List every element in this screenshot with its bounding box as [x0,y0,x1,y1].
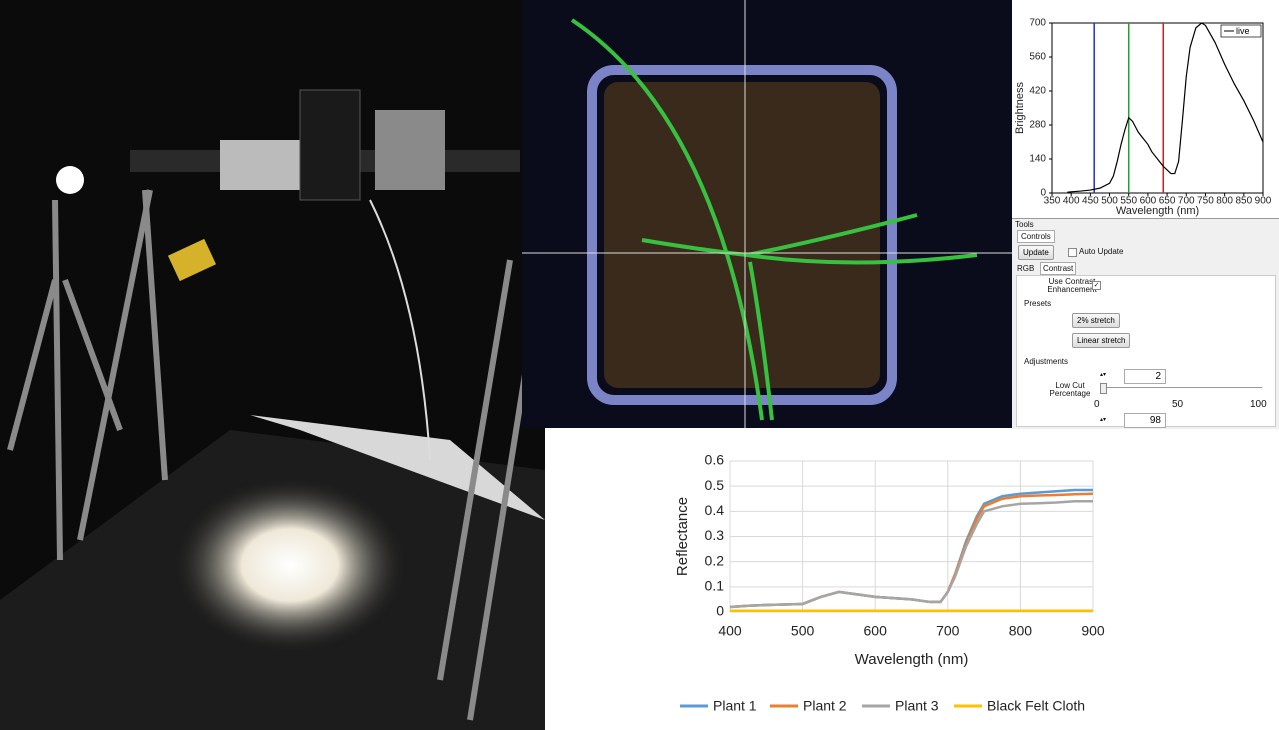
slider-tick: 100 [1250,399,1267,410]
low-cut-input[interactable]: 2 [1124,369,1166,384]
slider-thumb[interactable] [1100,383,1107,394]
hyperspectral-image [522,0,1012,428]
checkbox[interactable] [1068,248,1077,257]
spinner[interactable]: ▴▾ [1100,371,1106,378]
y-tick-label: 0.3 [705,527,725,543]
y-tick-label: 140 [1029,154,1046,165]
x-tick-label: 850 [1235,196,1252,207]
y-tick-label: 280 [1029,120,1046,131]
y-tick-label: 420 [1029,86,1046,97]
label: Low Cut Percentage [1042,382,1098,398]
tab[interactable]: RGB [1017,264,1034,273]
legend-label: Black Felt Cloth [987,698,1085,714]
x-tick-label: 900 [1081,623,1105,639]
y-tick-label: 0.1 [705,578,725,594]
legend-label: Plant 1 [713,698,757,714]
page: {"chart_data":[ {"type":"line","x_label"… [0,0,1279,730]
spinner[interactable]: ▴▾ [1100,416,1106,423]
checkbox[interactable]: ✓ [1092,281,1101,290]
x-axis-label: Wavelength (nm) [855,651,969,668]
y-axis-label: Brightness [1014,82,1026,134]
high-cut-input[interactable]: 98 [1124,413,1166,428]
data-line [1067,23,1263,192]
y-tick-label: 0.5 [705,477,725,493]
y-axis-label: Reflectance [674,497,691,576]
panel-title: Tools [1015,220,1034,229]
slider-tick: 0 [1094,399,1100,410]
checkbox-label: Auto Update [1079,247,1123,256]
legend-label: Plant 3 [895,698,939,714]
section-label: Adjustments [1024,357,1068,366]
tools-panel: Tools Controls Update Auto Update RGB Co… [1012,218,1279,429]
legend-label: live [1236,26,1250,36]
x-tick-label: 450 [1082,196,1099,207]
section-label: Presets [1024,299,1051,308]
x-tick-label: 900 [1255,196,1272,207]
y-tick-label: 0.2 [705,552,725,568]
x-axis-label: Wavelength (nm) [1116,205,1199,217]
legend-label: Plant 2 [803,698,847,714]
tab[interactable]: Controls [1017,230,1055,243]
slider-tick: 50 [1172,399,1183,410]
data-line [730,501,1093,607]
x-tick-label: 800 [1009,623,1033,639]
x-tick-label: 750 [1197,196,1214,207]
y-tick-label: 700 [1029,18,1046,29]
label: Use Contrast Enhancement [1047,278,1097,294]
data-line [730,490,1093,607]
x-tick-label: 400 [1063,196,1080,207]
x-tick-label: 700 [936,623,960,639]
setup-photo [0,0,545,730]
x-tick-label: 400 [718,623,742,639]
x-tick-label: 600 [864,623,888,639]
preset-button[interactable]: Linear stretch [1072,333,1130,348]
y-tick-label: 0.6 [705,452,725,468]
y-tick-label: 0.4 [705,502,725,518]
x-tick-label: 800 [1216,196,1233,207]
x-tick-label: 350 [1044,196,1061,207]
plot-frame [1052,23,1263,193]
update-button[interactable]: Update [1018,245,1054,260]
tab[interactable]: Contrast [1040,262,1076,275]
reflectance-chart: 0 0.1 0.2 0.3 0.4 0.5 0.6 400 500 600 700 800 900 Wav… [545,430,1279,730]
data-line [730,494,1093,607]
y-tick-label: 560 [1029,52,1046,63]
y-tick-label: 0 [716,603,724,619]
x-tick-label: 500 [791,623,815,639]
slider-track[interactable] [1100,387,1262,388]
preset-button[interactable]: 2% stretch [1072,313,1120,328]
